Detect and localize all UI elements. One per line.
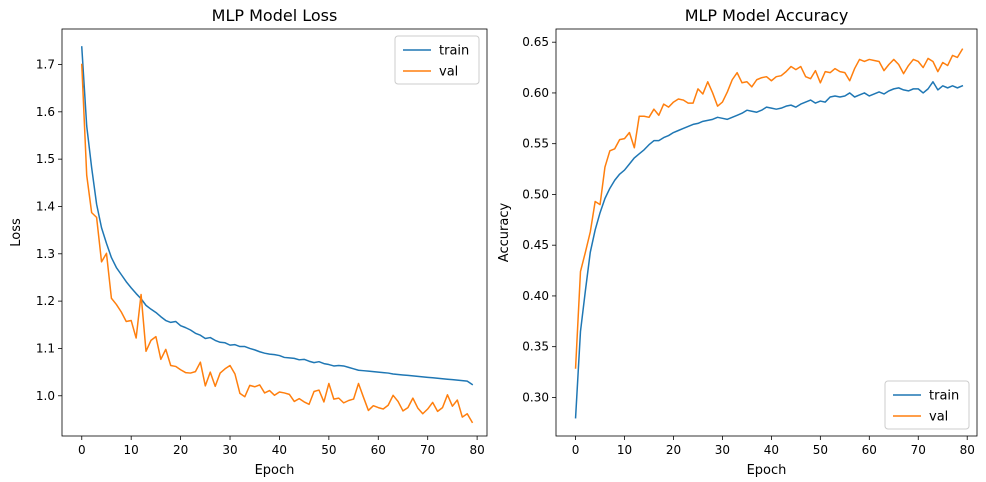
y-tick-label: 1.5: [36, 152, 55, 166]
chart-title: MLP Model Accuracy: [685, 6, 849, 25]
series-line-train: [80, 46, 474, 386]
x-tick-label: 20: [173, 443, 188, 457]
x-tick-label: 80: [960, 443, 975, 457]
series-line-val: [574, 48, 964, 369]
y-axis-label: Accuracy: [497, 203, 512, 263]
y-tick-label: 1.3: [36, 247, 55, 261]
chart-title: MLP Model Loss: [212, 6, 338, 25]
series-lines: [574, 48, 964, 419]
x-tick-label: 50: [813, 443, 828, 457]
y-tick-label: 1.6: [36, 105, 55, 119]
axes-frame: [555, 28, 978, 437]
y-tick-label: 1.4: [36, 199, 55, 213]
x-axis: 0 10 20 30 40 50 60 70 80: [78, 436, 485, 457]
x-tick-label: 70: [420, 443, 435, 457]
legend-label-val: val: [439, 65, 458, 80]
y-tick-label: 0.35: [522, 340, 549, 354]
legend: train val: [884, 380, 970, 430]
legend-label-train: train: [929, 389, 959, 404]
y-axis-label: Loss: [9, 218, 24, 247]
y-tick-label: 0.40: [522, 289, 549, 303]
y-tick-label: 1.1: [36, 341, 55, 355]
x-tick-label: 30: [715, 443, 730, 457]
y-tick-label: 0.45: [522, 238, 549, 252]
x-tick-label: 40: [764, 443, 779, 457]
y-tick-label: 0.60: [522, 86, 549, 100]
chart-loss: MLP Model Loss 0 10 20 30 40 50 60 70 80 1.0 1.1 1.2…: [9, 6, 488, 478]
y-tick-label: 0.65: [522, 35, 549, 49]
y-tick-label: 1.7: [36, 57, 55, 71]
legend: train val: [394, 35, 480, 85]
x-tick-label: 50: [321, 443, 336, 457]
x-tick-label: 20: [666, 443, 681, 457]
y-tick-label: 1.0: [36, 389, 55, 403]
x-axis-label: Epoch: [255, 463, 295, 478]
series-line-val: [80, 63, 474, 424]
x-tick-label: 0: [78, 443, 86, 457]
x-axis: 0 10 20 30 40 50 60 70 80: [572, 436, 975, 457]
legend-label-train: train: [439, 44, 469, 59]
y-tick-label: 0.50: [522, 187, 549, 201]
x-tick-label: 60: [862, 443, 877, 457]
x-tick-label: 70: [911, 443, 926, 457]
x-tick-label: 80: [469, 443, 484, 457]
y-axis: 0.30 0.35 0.40 0.45 0.50 0.55 0.60 0.65: [522, 35, 556, 404]
y-axis: 1.0 1.1 1.2 1.3 1.4 1.5 1.6 1.7: [36, 57, 62, 403]
x-tick-label: 10: [617, 443, 632, 457]
y-tick-label: 0.55: [522, 137, 549, 151]
legend-box: [884, 380, 970, 430]
x-tick-label: 60: [371, 443, 386, 457]
legend-box: [394, 35, 480, 85]
legend-label-val: val: [929, 410, 948, 425]
series-line-train: [574, 81, 964, 419]
x-axis-label: Epoch: [747, 463, 787, 478]
axes-frame: [61, 28, 488, 437]
y-tick-label: 1.2: [36, 294, 55, 308]
y-tick-label: 0.30: [522, 390, 549, 404]
x-tick-label: 10: [124, 443, 139, 457]
x-tick-label: 0: [572, 443, 580, 457]
x-tick-label: 30: [222, 443, 237, 457]
series-lines: [80, 46, 474, 424]
x-tick-label: 40: [272, 443, 287, 457]
